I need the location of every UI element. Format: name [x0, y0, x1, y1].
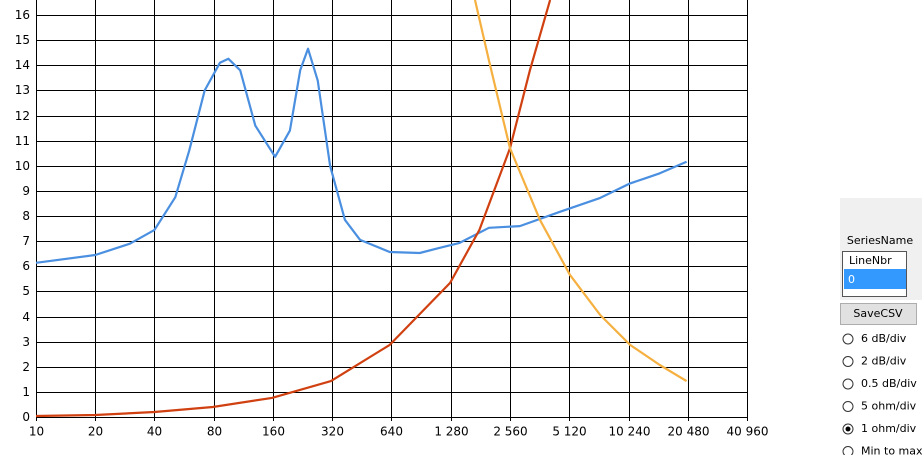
radio-button[interactable] — [842, 401, 854, 412]
y-tick-label: 4 — [22, 310, 30, 324]
x-tick-label: 10 — [29, 425, 44, 439]
series-line — [36, 47, 688, 264]
y-tick-label: 2 — [22, 360, 30, 374]
y-tick-label: 7 — [22, 234, 30, 248]
save-button-label[interactable]: SaveCSV — [853, 307, 903, 320]
y-tick-label: 11 — [15, 134, 30, 148]
y-tick-label: 8 — [22, 209, 30, 223]
x-tick-label: 640 — [380, 425, 403, 439]
y-tick-label: 9 — [22, 184, 30, 198]
x-tick-label: 2 560 — [493, 425, 527, 439]
radio-label[interactable]: 0.5 dB/div — [861, 377, 917, 390]
x-tick-label: 80 — [207, 425, 222, 439]
x-tick-label: 20 480 — [668, 425, 710, 439]
x-tick-label: 5 120 — [552, 425, 586, 439]
radio-label[interactable]: 2 dB/div — [861, 355, 907, 368]
y-tick-label: 3 — [22, 335, 30, 349]
list-item[interactable]: 0 — [848, 273, 855, 286]
save-button[interactable] — [840, 303, 917, 325]
radio-dot[interactable] — [845, 426, 851, 432]
list-header: LineNbr — [849, 254, 892, 267]
x-tick-label: 20 — [88, 425, 103, 439]
radio-button[interactable] — [842, 356, 854, 367]
radio-button[interactable] — [842, 378, 854, 390]
y-tick-label: 6 — [22, 259, 30, 273]
list-selection[interactable] — [844, 269, 906, 289]
series-line — [36, 0, 552, 418]
radio-label[interactable]: Min to max — [861, 445, 922, 455]
radio-label[interactable]: 5 ohm/div — [861, 400, 917, 413]
radio-button[interactable] — [842, 446, 854, 455]
x-tick-label: 10 240 — [609, 425, 651, 439]
y-tick-label: 13 — [15, 83, 30, 97]
x-tick-label: 1 280 — [434, 425, 468, 439]
x-tick-label: 40 — [147, 425, 162, 439]
radio-label[interactable]: 1 ohm/div — [861, 422, 917, 435]
x-tick-label: 160 — [262, 425, 285, 439]
y-tick-label: 15 — [15, 33, 30, 47]
panel-title: SeriesName — [847, 234, 914, 247]
y-tick-label: 1 — [22, 385, 30, 399]
y-tick-label: 5 — [22, 284, 30, 298]
radio-label[interactable]: 6 dB/div — [861, 332, 907, 345]
y-tick-label: 0 — [22, 410, 30, 424]
y-tick-label: 10 — [15, 159, 30, 173]
series-line — [473, 0, 688, 383]
y-tick-label: 16 — [15, 8, 30, 22]
x-tick-label: 40 960 — [727, 425, 769, 439]
radio-button[interactable] — [842, 333, 854, 345]
y-tick-label: 12 — [15, 109, 30, 123]
y-tick-label: 14 — [15, 58, 30, 72]
x-tick-label: 320 — [321, 425, 344, 439]
